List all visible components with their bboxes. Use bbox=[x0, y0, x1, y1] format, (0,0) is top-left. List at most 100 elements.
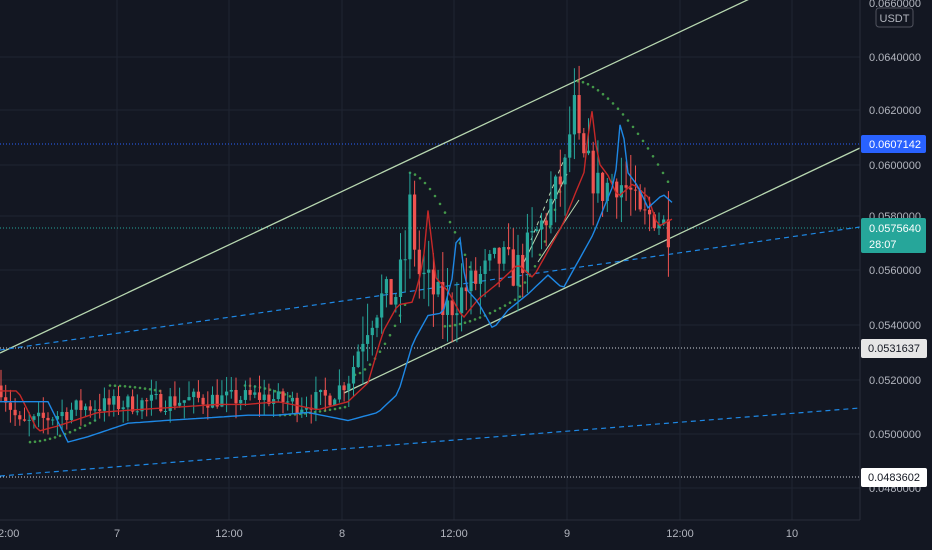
dashed-lower-line[interactable] bbox=[0, 407, 861, 477]
candle-body bbox=[314, 392, 318, 410]
candle-body bbox=[568, 134, 572, 158]
horizontal-levels bbox=[0, 143, 860, 478]
low-price-tag[interactable] bbox=[861, 468, 927, 487]
candlestick-series bbox=[0, 65, 670, 437]
psar-dot bbox=[656, 163, 660, 166]
price-axis[interactable]: 0.0660000 USDT 0.0640000 0.0620000 0.060… bbox=[859, 0, 932, 520]
candle-body bbox=[648, 209, 652, 215]
psar-dot bbox=[393, 324, 397, 328]
psar-dot bbox=[518, 295, 522, 299]
psar-dot bbox=[453, 231, 457, 234]
candle-body bbox=[554, 176, 558, 199]
candle-body bbox=[502, 247, 506, 264]
candle-body bbox=[102, 398, 106, 411]
candle-body bbox=[380, 293, 384, 318]
candle-body bbox=[196, 391, 200, 398]
candle-body bbox=[304, 407, 309, 410]
flag-line-3[interactable] bbox=[530, 156, 566, 241]
candle-body bbox=[135, 411, 139, 413]
psar-dot bbox=[28, 440, 32, 444]
candle-body bbox=[206, 404, 210, 408]
upper-price-tag[interactable] bbox=[861, 135, 926, 153]
candle-body bbox=[79, 400, 83, 411]
candle-body bbox=[267, 394, 271, 404]
candle-body bbox=[319, 389, 323, 393]
dashed-upper-line[interactable] bbox=[0, 226, 861, 351]
candle-body bbox=[173, 396, 177, 406]
candle-body bbox=[403, 259, 407, 261]
candle-body bbox=[356, 351, 360, 368]
psar-dot bbox=[138, 386, 142, 390]
candle-body bbox=[507, 247, 511, 250]
candle-body bbox=[497, 247, 501, 264]
candle-body bbox=[4, 397, 8, 403]
psar-dot bbox=[621, 113, 625, 116]
candle-body bbox=[88, 406, 92, 411]
psar-dot bbox=[128, 385, 132, 389]
candle-body bbox=[408, 194, 412, 260]
candle-body bbox=[558, 176, 562, 185]
price-tick: 0.0640000 bbox=[869, 52, 921, 64]
psar-dot bbox=[363, 368, 367, 371]
price-tick: 0.0520000 bbox=[869, 375, 921, 387]
psar-dot bbox=[538, 253, 542, 257]
candle-body bbox=[516, 254, 520, 286]
candle-body bbox=[154, 394, 158, 396]
support-price-tag[interactable] bbox=[861, 339, 927, 358]
candle-body bbox=[328, 395, 332, 406]
countdown-text: 28:07 bbox=[869, 239, 897, 251]
candle-body bbox=[577, 95, 581, 134]
candle-body bbox=[337, 385, 341, 400]
channel-upper-line[interactable] bbox=[0, 0, 760, 354]
last-price-tag[interactable] bbox=[861, 218, 926, 253]
candle-body bbox=[431, 269, 435, 295]
candle-body bbox=[450, 300, 454, 316]
psar-dot bbox=[273, 389, 277, 393]
candle-body bbox=[422, 272, 426, 275]
candle-body bbox=[74, 400, 78, 410]
candle-body bbox=[234, 389, 238, 404]
psar-dot bbox=[641, 139, 645, 143]
currency-badge[interactable] bbox=[875, 7, 914, 28]
time-axis[interactable]: 2:00 7 12:00 8 12:00 9 12:00 10 bbox=[0, 519, 932, 550]
candle-body bbox=[65, 411, 69, 421]
psar-dot bbox=[468, 319, 472, 323]
candle-body bbox=[290, 397, 294, 402]
candle-body bbox=[525, 232, 529, 274]
low-price-text: 0.0483602 bbox=[868, 472, 920, 484]
price-tick: 0.0540000 bbox=[869, 320, 921, 332]
psar-dot bbox=[666, 180, 670, 183]
psar-dot bbox=[443, 325, 447, 328]
candle-body bbox=[394, 297, 398, 305]
psar-dot bbox=[611, 102, 615, 105]
psar-dot bbox=[383, 342, 387, 346]
candle-body bbox=[375, 317, 379, 328]
psar-dot bbox=[596, 89, 600, 92]
candle-body bbox=[384, 279, 388, 294]
psar-dot bbox=[88, 421, 92, 425]
candle-body bbox=[582, 133, 586, 154]
candle-body bbox=[652, 214, 656, 229]
candle-body bbox=[253, 392, 257, 395]
candle-body bbox=[300, 409, 304, 413]
candle-body bbox=[13, 409, 17, 416]
psar-dot bbox=[423, 181, 427, 185]
ma-long-line bbox=[0, 124, 673, 443]
candle-body bbox=[55, 416, 59, 420]
psar-dot bbox=[488, 311, 492, 315]
candle-body bbox=[657, 224, 661, 229]
time-label: 2:00 bbox=[0, 528, 19, 540]
channel-lower-line[interactable] bbox=[343, 147, 861, 394]
psar-dot bbox=[428, 187, 432, 191]
candle-body bbox=[549, 198, 553, 226]
candle-body bbox=[619, 185, 623, 198]
candle-body bbox=[225, 391, 229, 396]
candle-body bbox=[417, 249, 421, 275]
candle-body bbox=[98, 409, 102, 411]
candle-body bbox=[187, 397, 191, 401]
candle-body bbox=[229, 389, 233, 392]
psar-dot bbox=[606, 97, 610, 100]
candle-body bbox=[51, 419, 55, 421]
psar-dot bbox=[458, 322, 462, 326]
